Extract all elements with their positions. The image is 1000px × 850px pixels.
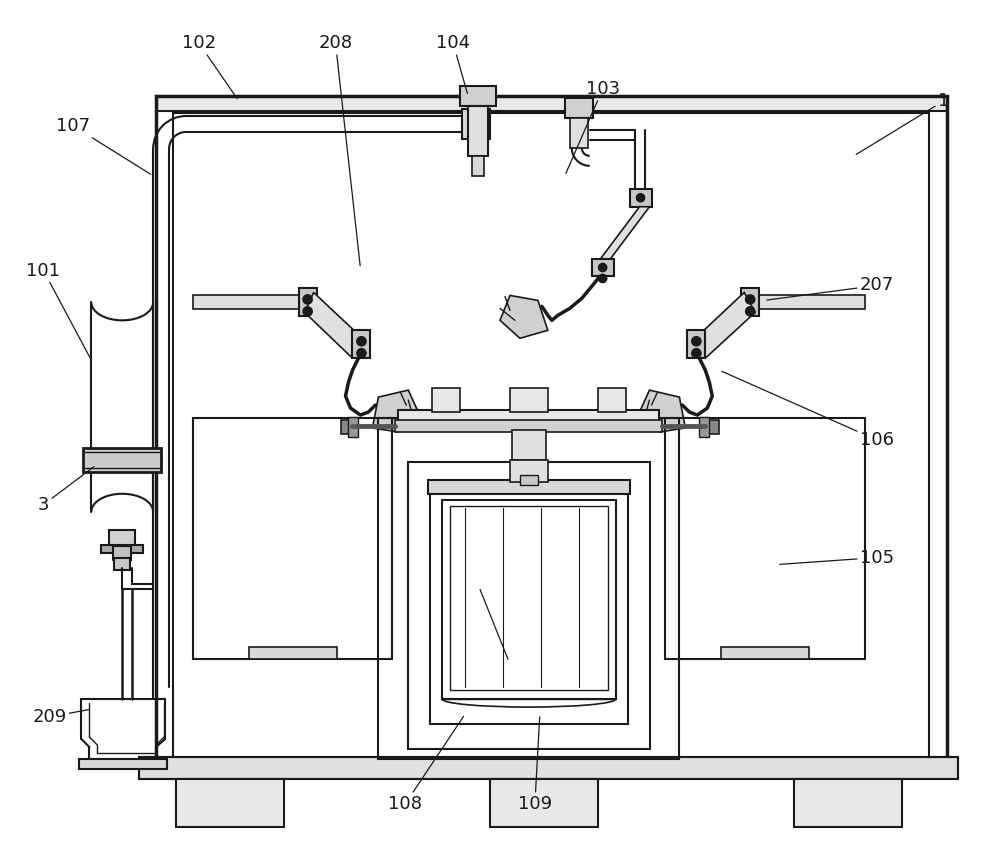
Bar xyxy=(432,388,460,412)
Text: 106: 106 xyxy=(722,371,894,449)
Bar xyxy=(156,96,947,774)
Bar xyxy=(512,430,546,460)
Bar xyxy=(721,647,809,660)
Bar xyxy=(450,506,608,690)
Text: 105: 105 xyxy=(780,548,894,567)
Bar xyxy=(472,156,484,176)
Bar xyxy=(139,756,958,779)
Bar xyxy=(193,296,303,309)
Circle shape xyxy=(637,194,645,201)
Bar xyxy=(341,420,355,434)
Bar xyxy=(249,647,337,660)
Bar xyxy=(520,475,538,484)
Bar xyxy=(430,484,628,724)
Bar xyxy=(348,417,358,437)
Polygon shape xyxy=(598,207,650,263)
Bar xyxy=(460,86,496,106)
Bar xyxy=(398,410,659,430)
Bar xyxy=(510,460,548,482)
Polygon shape xyxy=(640,390,685,432)
Bar xyxy=(139,756,958,779)
Text: 209: 209 xyxy=(32,708,89,726)
Bar xyxy=(468,106,488,156)
Bar xyxy=(299,288,317,316)
Polygon shape xyxy=(500,296,548,338)
Bar xyxy=(442,500,616,699)
Bar xyxy=(378,418,679,759)
Bar xyxy=(592,258,614,276)
Bar xyxy=(490,779,598,827)
Bar xyxy=(630,189,652,207)
Bar xyxy=(83,448,161,472)
Bar xyxy=(114,558,130,570)
Text: 108: 108 xyxy=(388,717,464,813)
Bar xyxy=(193,418,392,660)
Bar xyxy=(176,779,284,827)
Bar xyxy=(565,98,593,118)
Bar xyxy=(101,545,143,552)
Text: 102: 102 xyxy=(182,34,237,99)
Bar xyxy=(113,546,131,559)
Bar xyxy=(352,331,370,358)
Circle shape xyxy=(746,307,755,316)
Bar xyxy=(156,96,947,111)
Circle shape xyxy=(303,295,312,304)
Text: 3: 3 xyxy=(38,467,94,513)
Bar xyxy=(408,462,650,749)
Bar xyxy=(755,296,865,309)
Polygon shape xyxy=(305,292,362,358)
Circle shape xyxy=(357,337,366,346)
Bar xyxy=(665,418,865,660)
Bar xyxy=(704,420,719,434)
Circle shape xyxy=(692,348,701,358)
Polygon shape xyxy=(695,292,755,358)
Bar xyxy=(598,388,626,412)
Text: 107: 107 xyxy=(56,117,151,174)
Circle shape xyxy=(746,295,755,304)
Bar xyxy=(794,779,902,827)
Text: 103: 103 xyxy=(566,80,620,173)
Circle shape xyxy=(357,348,366,358)
Bar xyxy=(462,109,490,139)
Text: 207: 207 xyxy=(767,276,894,300)
Bar xyxy=(570,118,588,148)
Bar xyxy=(173,113,929,759)
Text: 208: 208 xyxy=(318,34,360,266)
Bar xyxy=(510,388,548,412)
Text: 1: 1 xyxy=(856,92,949,155)
Bar xyxy=(428,479,630,494)
Bar xyxy=(741,288,759,316)
Text: 104: 104 xyxy=(436,34,470,94)
Bar xyxy=(687,331,705,358)
Bar xyxy=(109,530,135,546)
Circle shape xyxy=(599,264,607,271)
Bar xyxy=(395,420,662,432)
Bar xyxy=(79,759,167,769)
Circle shape xyxy=(599,275,607,282)
Circle shape xyxy=(692,337,701,346)
Polygon shape xyxy=(372,390,418,432)
Text: 109: 109 xyxy=(518,717,552,813)
Bar xyxy=(699,417,709,437)
Circle shape xyxy=(303,307,312,316)
Text: 101: 101 xyxy=(26,262,90,358)
